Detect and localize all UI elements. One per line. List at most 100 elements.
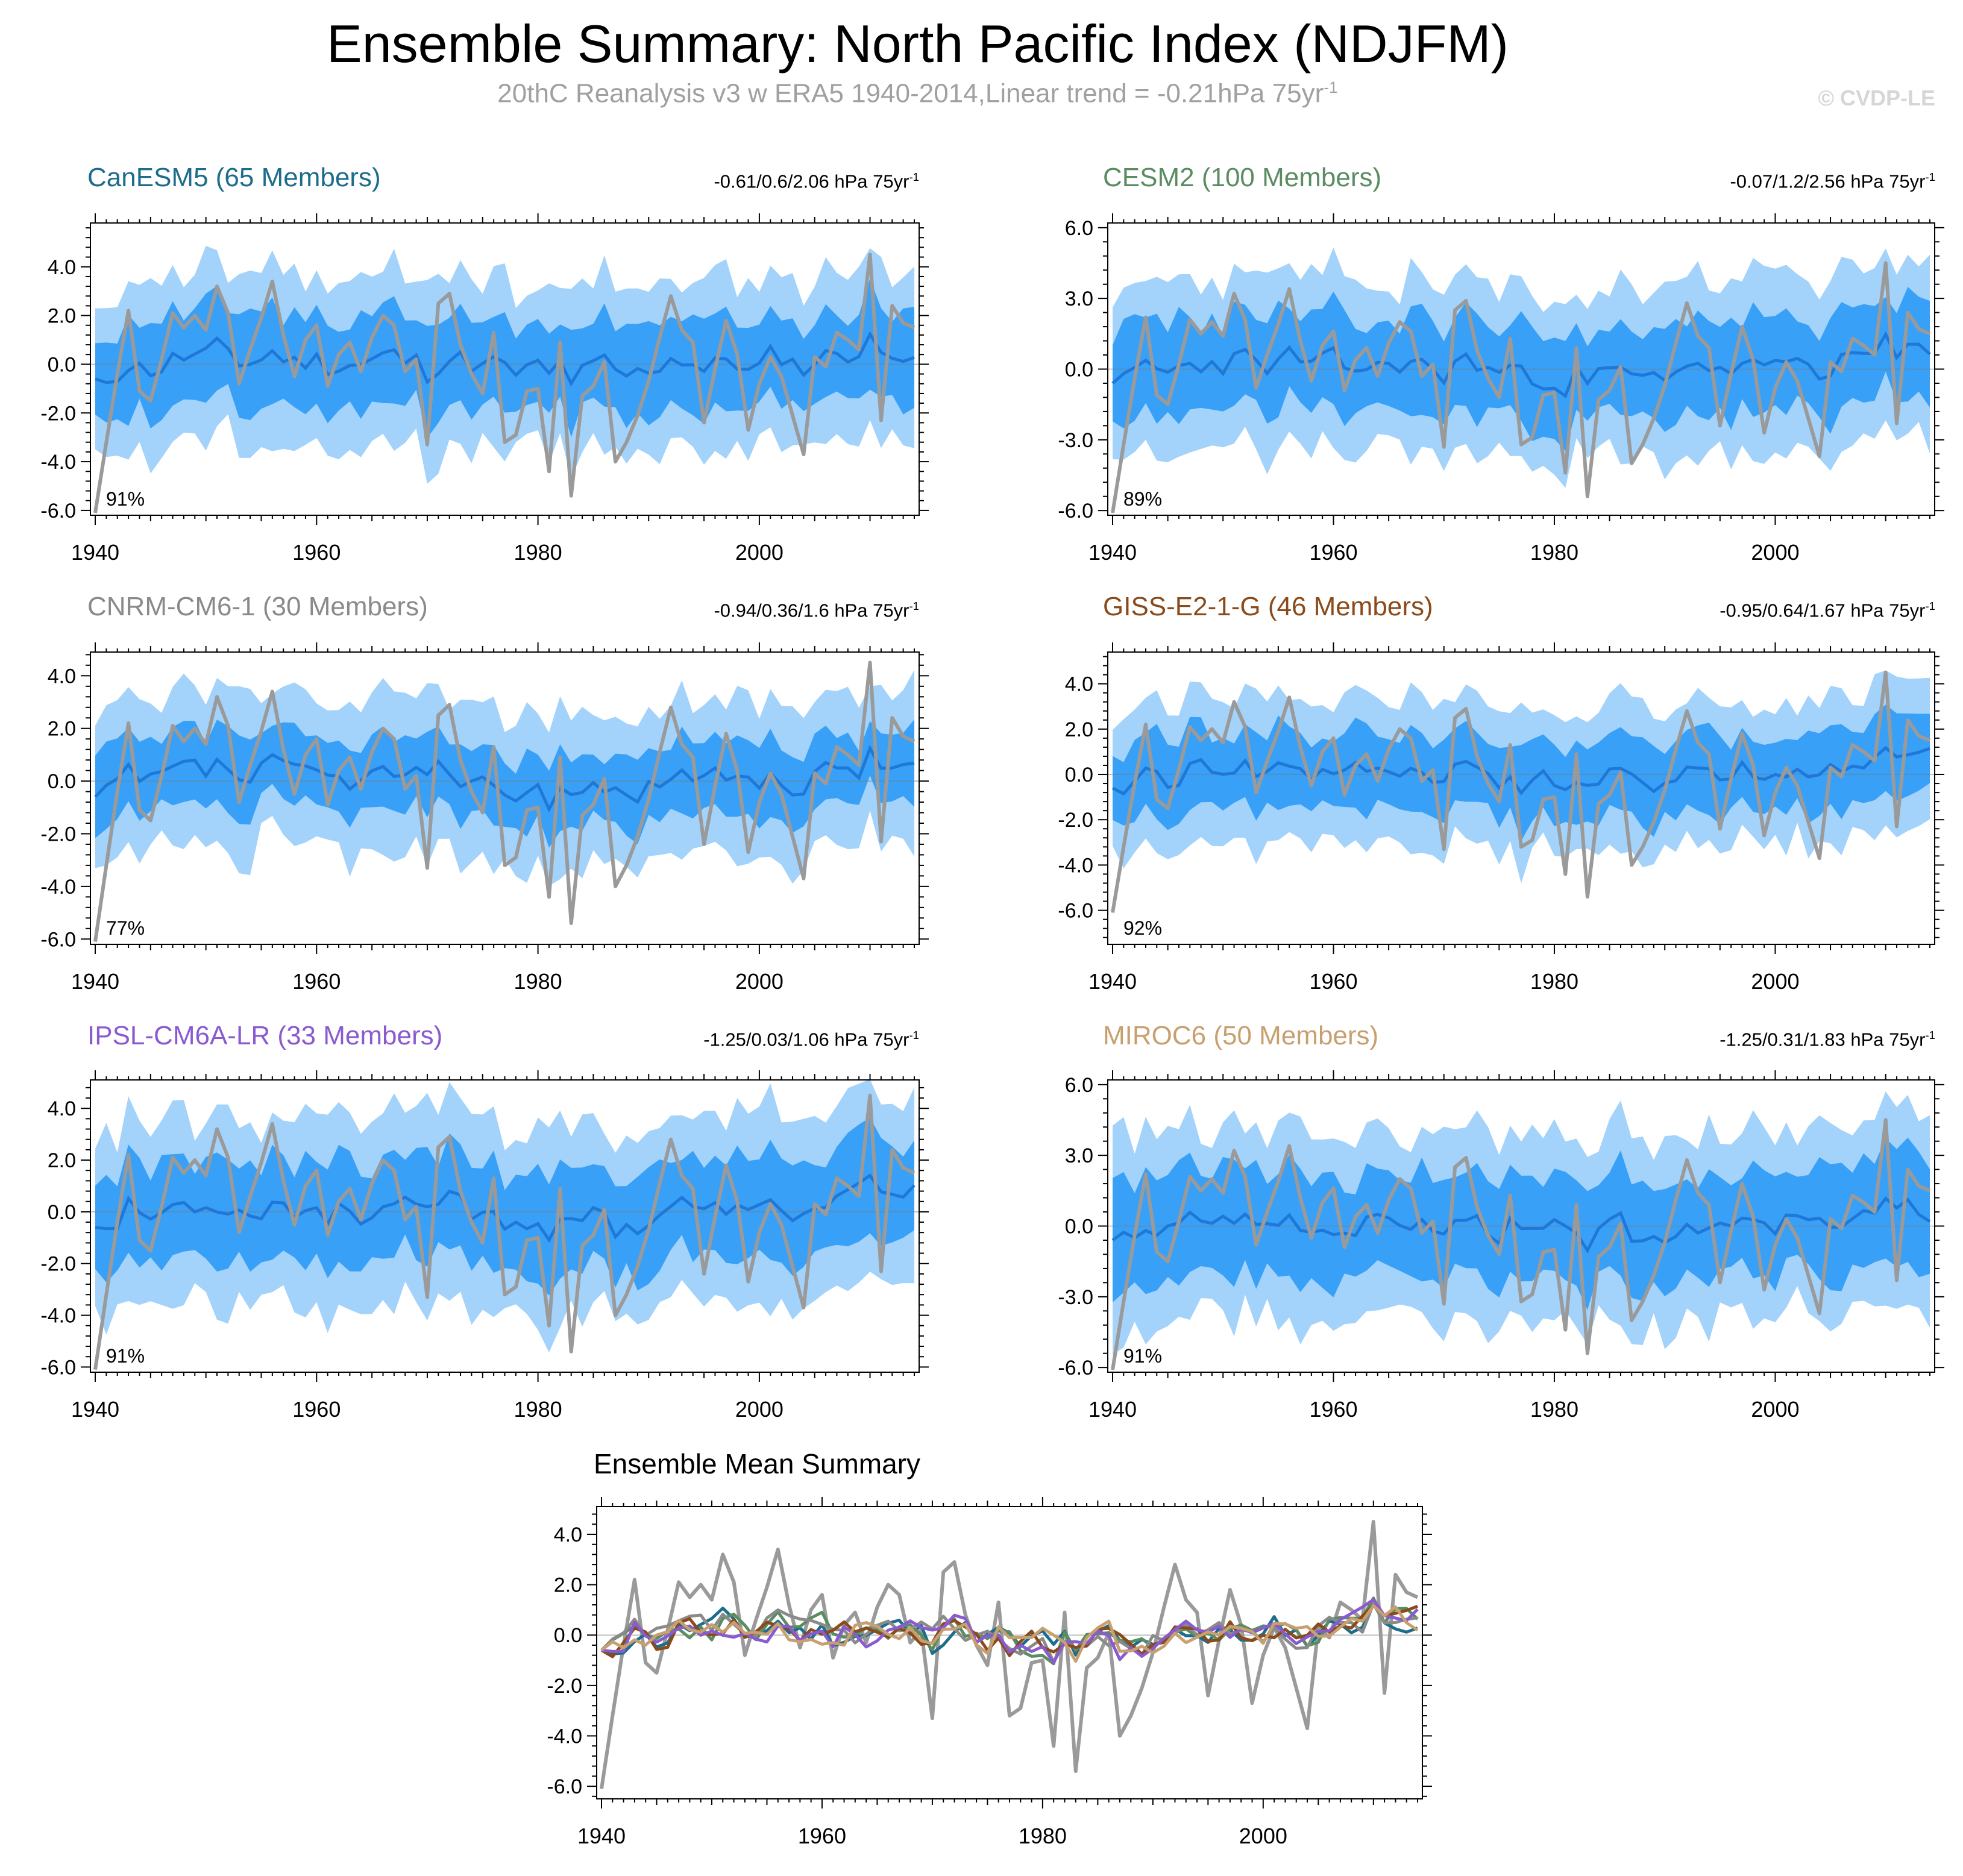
panel-title-canesm5: CanESM5 (65 Members) (87, 163, 381, 192)
series-line-cnrm-cm6-1 (600, 1602, 1418, 1664)
x-tick-label: 2000 (735, 1397, 784, 1422)
stats-exponent: -1 (1925, 171, 1935, 183)
y-tick-label: 0.0 (1065, 1216, 1093, 1238)
plot-frame (1107, 1079, 1935, 1373)
x-tick-label: 1960 (292, 969, 341, 994)
plot-content (90, 1080, 919, 1370)
y-tick-label: -2.0 (1058, 809, 1093, 832)
y-tick-label: -4.0 (40, 876, 76, 899)
x-tick-label: 1980 (1530, 969, 1578, 994)
observed-line (1111, 670, 1931, 913)
plot-area (90, 660, 919, 943)
inner-percentile-band (1113, 1137, 1930, 1310)
percent-label: 89% (1123, 488, 1162, 510)
y-tick-label: 2.0 (48, 305, 76, 328)
x-tick-label: 1940 (1088, 969, 1137, 994)
x-tick-label: 1940 (577, 1824, 626, 1848)
series-line-giss-e2-1-g (600, 1604, 1418, 1658)
plot-area (1108, 1091, 1935, 1370)
y-tick-label: -3.0 (1058, 429, 1093, 452)
panel-stats-cnrm: -0.94/0.36/1.6 hPa 75yr-1 (714, 600, 919, 621)
x-tick-label: 1960 (1309, 540, 1357, 565)
inner-percentile-band (95, 1117, 914, 1296)
y-tick-label: -4.0 (40, 451, 76, 474)
y-tick-label: -6.0 (40, 1356, 76, 1379)
outer-percentile-band (1113, 670, 1930, 883)
y-tick-label: -6.0 (547, 1775, 582, 1798)
subtitle-exponent: -1 (1324, 78, 1338, 96)
inner-percentile-band (1113, 287, 1930, 451)
y-tick-label: 2.0 (48, 1149, 76, 1172)
y-tick-label: 2.0 (1065, 718, 1093, 741)
x-tick-label: 1980 (514, 969, 562, 994)
x-tick-label: 1980 (1530, 1397, 1578, 1422)
observed-line (93, 660, 916, 943)
percent-label: 91% (106, 1345, 145, 1367)
y-tick-label: 4.0 (48, 256, 76, 279)
y-tick-label: 4.0 (48, 665, 76, 688)
series-line-cesm2 (600, 1596, 1419, 1666)
x-tick-label: 2000 (1239, 1824, 1287, 1848)
plot-frame (90, 222, 920, 516)
y-tick-label: 0.0 (48, 1201, 76, 1224)
panel-stats-ipsl: -1.25/0.03/1.06 hPa 75yr-1 (703, 1029, 919, 1050)
panel-stats-miroc6: -1.25/0.31/1.83 hPa 75yr-1 (1720, 1029, 1935, 1050)
stats-text: -1.25/0.31/1.83 hPa 75yr (1720, 1029, 1926, 1050)
x-tick-label: 1980 (1019, 1824, 1067, 1848)
percent-label: 91% (106, 488, 145, 510)
x-tick-label: 2000 (735, 540, 784, 565)
watermark: © CVDP-LE (1818, 86, 1935, 110)
x-tick-label: 1980 (1530, 540, 1578, 565)
x-tick-label: 1940 (1088, 540, 1137, 565)
stats-text: -0.07/1.2/2.56 hPa 75yr (1730, 171, 1926, 192)
y-tick-label: 0.0 (554, 1624, 582, 1647)
y-tick-label: 2.0 (48, 718, 76, 741)
y-tick-label: 6.0 (1065, 1074, 1093, 1097)
plot-area (1108, 247, 1935, 513)
panel-stats-canesm5: -0.61/0.6/2.06 hPa 75yr-1 (714, 171, 919, 192)
x-tick-label: 2000 (1751, 1397, 1799, 1422)
y-tick-label: 2.0 (554, 1574, 582, 1597)
plot-frame (90, 651, 920, 945)
plot-content (90, 660, 919, 943)
y-tick-label: 0.0 (48, 770, 76, 793)
x-tick-label: 2000 (1751, 540, 1799, 565)
y-tick-label: -3.0 (1058, 1286, 1093, 1309)
panel-title-giss: GISS-E2-1-G (46 Members) (1103, 592, 1433, 621)
plot-area (597, 1520, 1422, 1789)
series-line-miroc6 (600, 1604, 1419, 1663)
x-tick-label: 1960 (1309, 969, 1357, 994)
plot-content (1108, 247, 1935, 513)
series-line-canesm5 (601, 1602, 1418, 1657)
panel-title-miroc6: MIROC6 (50 Members) (1103, 1021, 1379, 1050)
x-tick-label: 2000 (1751, 969, 1799, 994)
panel-stats-cesm2: -0.07/1.2/2.56 hPa 75yr-1 (1730, 171, 1935, 192)
y-tick-label: 4.0 (48, 1097, 76, 1120)
y-tick-label: 3.0 (1065, 1144, 1093, 1167)
x-tick-label: 1940 (71, 540, 119, 565)
percent-label: 91% (1123, 1345, 1162, 1367)
plot-frame (90, 1079, 920, 1373)
stats-text: -0.95/0.64/1.67 hPa 75yr (1720, 600, 1926, 621)
outer-percentile-band (1113, 247, 1930, 488)
stats-text: -0.61/0.6/2.06 hPa 75yr (714, 171, 909, 192)
x-tick-label: 1940 (1088, 1397, 1137, 1422)
x-tick-label: 2000 (735, 969, 784, 994)
figure-title: Ensemble Summary: North Pacific Index (N… (327, 14, 1509, 74)
ensemble-mean-line (1111, 745, 1930, 796)
panel-stats-giss: -0.95/0.64/1.67 hPa 75yr-1 (1720, 600, 1935, 621)
stats-exponent: -1 (909, 1029, 919, 1041)
inner-percentile-band (95, 719, 914, 848)
panel-title-ensemble-mean: Ensemble Mean Summary (594, 1448, 920, 1479)
ensemble-mean-line (95, 331, 915, 387)
panel-title-cnrm: CNRM-CM6-1 (30 Members) (87, 592, 428, 621)
plot-area (1108, 670, 1935, 913)
y-tick-label: -2.0 (547, 1675, 582, 1698)
y-tick-label: -2.0 (40, 823, 76, 845)
